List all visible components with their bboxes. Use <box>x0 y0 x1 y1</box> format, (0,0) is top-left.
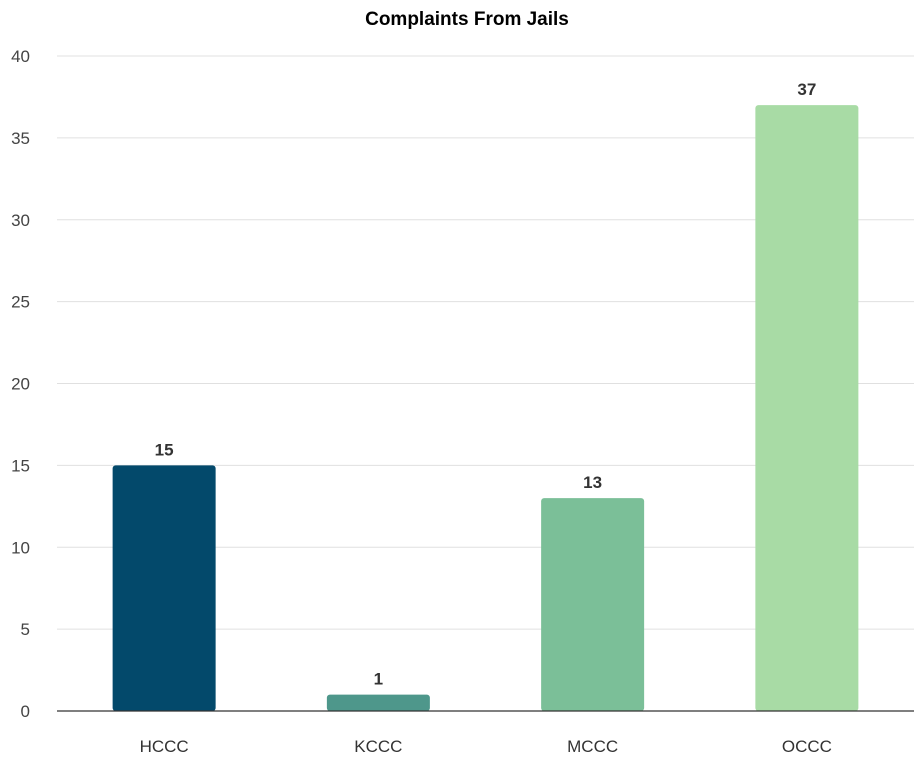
y-tick-label: 15 <box>11 456 30 475</box>
data-label-occc: 37 <box>797 80 816 99</box>
bars <box>112 105 859 711</box>
y-tick-label: 40 <box>11 47 30 66</box>
x-tick-label-kccc: KCCC <box>354 737 402 756</box>
y-tick-label: 5 <box>21 620 30 639</box>
y-tick-label: 20 <box>11 375 30 394</box>
y-tick-label: 30 <box>11 211 30 230</box>
chart-title: Complaints From Jails <box>365 9 569 30</box>
data-label-kccc: 1 <box>374 670 383 689</box>
y-tick-label: 10 <box>11 538 30 557</box>
bar-mccc <box>541 498 645 711</box>
bar-occc <box>755 105 859 711</box>
y-axis-ticks: 0 5 10 15 20 25 30 35 40 <box>11 47 30 721</box>
y-tick-label: 35 <box>11 129 30 148</box>
x-tick-label-hccc: HCCC <box>140 737 189 756</box>
bar-kccc <box>326 694 430 711</box>
data-labels: 15 1 13 37 <box>155 80 817 689</box>
x-tick-label-mccc: MCCC <box>567 737 618 756</box>
data-label-mccc: 13 <box>583 473 602 492</box>
data-label-hccc: 15 <box>155 440 174 459</box>
y-tick-label: 25 <box>11 293 30 312</box>
x-axis-ticks: HCCC KCCC MCCC OCCC <box>140 737 832 756</box>
y-tick-label: 0 <box>21 702 30 721</box>
x-tick-label-occc: OCCC <box>782 737 832 756</box>
bar-hccc <box>112 465 216 711</box>
